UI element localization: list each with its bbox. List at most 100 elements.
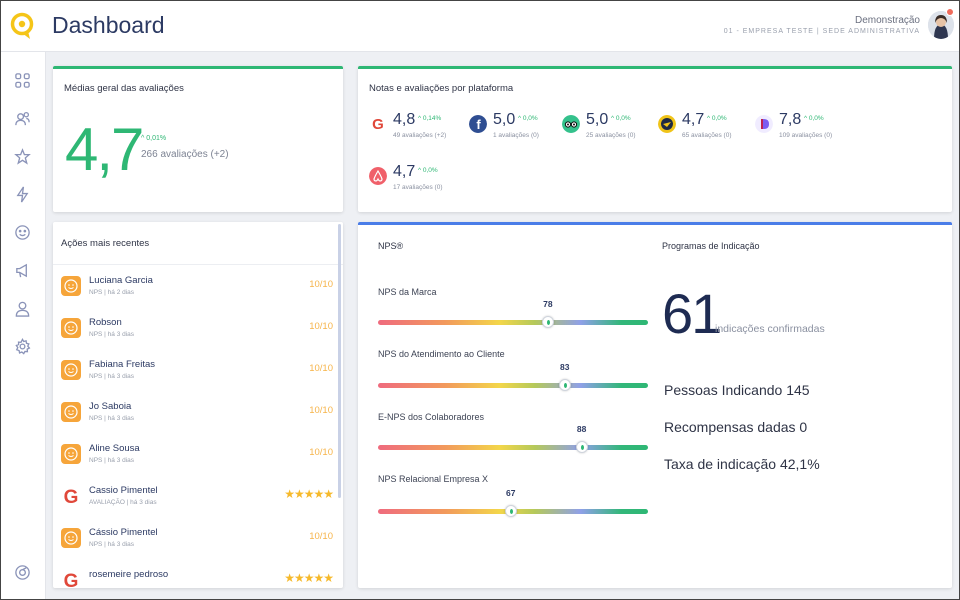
airbnb-icon <box>369 167 387 185</box>
platform-score: 4,8 <box>393 111 416 128</box>
action-meta: NPS | há 3 dias <box>89 457 135 464</box>
tripadvisor-icon <box>562 115 580 133</box>
nps-slider-track <box>378 383 648 388</box>
list-item[interactable]: Cássio Pimentel NPS | há 3 dias 10/10 <box>61 522 333 562</box>
avatar[interactable] <box>928 11 954 39</box>
action-name: Cassio Pimentel <box>89 485 158 496</box>
list-item[interactable]: Robson NPS | há 3 dias 10/10 <box>61 312 333 352</box>
google-icon: G <box>64 571 79 588</box>
nps-slider-track <box>378 320 648 325</box>
platform-d[interactable]: 7,8 ^ 0,0% 109 avaliações (0) <box>755 111 845 145</box>
action-name: Jo Saboia <box>89 401 132 412</box>
action-score: 10/10 <box>309 405 333 416</box>
nps-slider-thumb[interactable] <box>504 505 517 517</box>
action-meta: NPS | há 3 dias <box>89 541 135 548</box>
nps-slider-thumb[interactable] <box>575 441 588 453</box>
list-item[interactable]: G Cassio Pimentel AVALIAÇÃO | há 3 dias … <box>61 480 334 520</box>
overall-rating-card: Médias geral das avaliações 4,7 ^ 0,01% … <box>53 66 343 212</box>
platform-hotel[interactable]: 4,7 ^ 0,0% 65 avaliações (0) <box>658 111 748 145</box>
rating-stars: ★★★★★ <box>284 487 334 501</box>
smiley-icon <box>61 444 81 464</box>
platform-delta: ^ 0,0% <box>804 115 824 122</box>
card-title: Notas e avaliações por plataforma <box>369 83 514 94</box>
referral-rewards: Recompensas dadas 0 <box>664 419 808 435</box>
list-item[interactable]: Aline Sousa NPS | há 3 dias 10/10 <box>61 438 333 478</box>
overall-delta: ^ 0,01% <box>141 135 167 142</box>
divider <box>53 264 343 265</box>
grid-icon[interactable] <box>14 72 31 89</box>
nps-label: NPS da Marca <box>378 287 437 297</box>
megaphone-icon[interactable] <box>14 262 31 279</box>
smiley-icon <box>61 360 81 380</box>
user-icon[interactable] <box>14 300 31 317</box>
action-meta: NPS | há 2 dias <box>89 289 135 296</box>
app-logo-icon[interactable] <box>10 12 34 40</box>
smiley-icon[interactable] <box>14 224 31 241</box>
action-score: 10/10 <box>309 531 333 542</box>
lightning-icon[interactable] <box>14 186 31 203</box>
facebook-icon: f <box>469 115 487 133</box>
hotel-icon <box>658 115 676 133</box>
recent-actions-card: Ações mais recentes Luciana Garcia NPS |… <box>53 222 343 588</box>
nps-referral-card: NPS® NPS da Marca 78 NPS do Atendimento … <box>358 222 952 588</box>
smiley-icon <box>61 276 81 296</box>
svg-text:G: G <box>372 116 384 133</box>
smiley-icon <box>61 402 81 422</box>
nps-value: 67 <box>505 488 516 498</box>
platform-google[interactable]: G 4,8 ^ 0,14% 49 avaliações (+2) <box>369 111 459 145</box>
nps-value: 78 <box>543 299 553 309</box>
user-name[interactable]: Demonstração <box>854 15 920 26</box>
action-score: 10/10 <box>309 447 333 458</box>
card-title: Ações mais recentes <box>61 238 150 249</box>
platform-score: 7,8 <box>779 111 802 128</box>
nps-label: NPS Relacional Empresa X <box>378 474 489 484</box>
platforms-card: Notas e avaliações por plataforma G 4,8 … <box>358 66 952 212</box>
platform-score: 4,7 <box>682 111 705 128</box>
platform-count: 109 avaliações (0) <box>779 132 833 139</box>
referral-rate: Taxa de indicação 42,1% <box>664 456 820 472</box>
nps-slider-thumb[interactable] <box>558 379 571 391</box>
list-item[interactable]: Fabiana Freitas NPS | há 3 dias 10/10 <box>61 354 333 394</box>
list-item[interactable]: G rosemeire pedroso ★★★★★ <box>61 564 334 588</box>
nps-title: NPS® <box>378 241 404 251</box>
referral-count-label: indicações confirmadas <box>715 323 825 335</box>
list-item[interactable]: Jo Saboia NPS | há 3 dias 10/10 <box>61 396 333 436</box>
action-name: rosemeire pedroso <box>89 569 169 580</box>
action-meta: NPS | há 3 dias <box>89 373 135 380</box>
action-meta: NPS | há 3 dias <box>89 331 135 338</box>
users-icon[interactable] <box>14 110 31 127</box>
smiley-icon <box>61 318 81 338</box>
platform-count: 17 avaliações (0) <box>393 184 443 191</box>
platform-tripadvisor[interactable]: 5,0 ^ 0,0% 25 avaliações (0) <box>562 111 652 145</box>
user-avatar-icon <box>928 11 954 39</box>
action-name: Aline Sousa <box>89 443 140 454</box>
platform-facebook[interactable]: f 5,0 ^ 0,0% 1 avaliações (0) <box>469 111 559 145</box>
overall-score: 4,7 <box>65 116 144 183</box>
platform-delta: ^ 0,0% <box>707 115 727 122</box>
action-meta: AVALIAÇÃO | há 3 dias <box>89 499 157 506</box>
help-icon[interactable] <box>14 564 31 581</box>
user-company[interactable]: 01 - EMPRESA TESTE | SEDE ADMINISTRATIVA <box>723 28 920 35</box>
svg-text:G: G <box>64 487 79 506</box>
action-name: Luciana Garcia <box>89 275 153 286</box>
list-item[interactable]: Luciana Garcia NPS | há 2 dias 10/10 <box>61 270 333 310</box>
action-score: 10/10 <box>309 279 333 290</box>
action-score: 10/10 <box>309 363 333 374</box>
nps-slider-track <box>378 445 648 450</box>
platform-delta: ^ 0,0% <box>418 167 438 174</box>
action-score: 10/10 <box>309 321 333 332</box>
star-icon[interactable] <box>14 148 31 165</box>
page-title: Dashboard <box>52 12 165 38</box>
platform-airbnb[interactable]: 4,7 ^ 0,0% 17 avaliações (0) <box>369 163 459 197</box>
notification-badge[interactable] <box>946 8 954 16</box>
action-name: Fabiana Freitas <box>89 359 156 370</box>
gear-icon[interactable] <box>14 338 31 355</box>
platform-count: 49 avaliações (+2) <box>393 132 447 139</box>
google-icon: G <box>369 115 387 133</box>
scrollbar[interactable] <box>338 224 341 498</box>
platform-count: 25 avaliações (0) <box>586 132 636 139</box>
nps-slider-thumb[interactable] <box>542 316 555 328</box>
smiley-icon <box>61 528 81 548</box>
platform-count: 1 avaliações (0) <box>493 132 539 139</box>
referral-count: 61 <box>662 282 722 345</box>
